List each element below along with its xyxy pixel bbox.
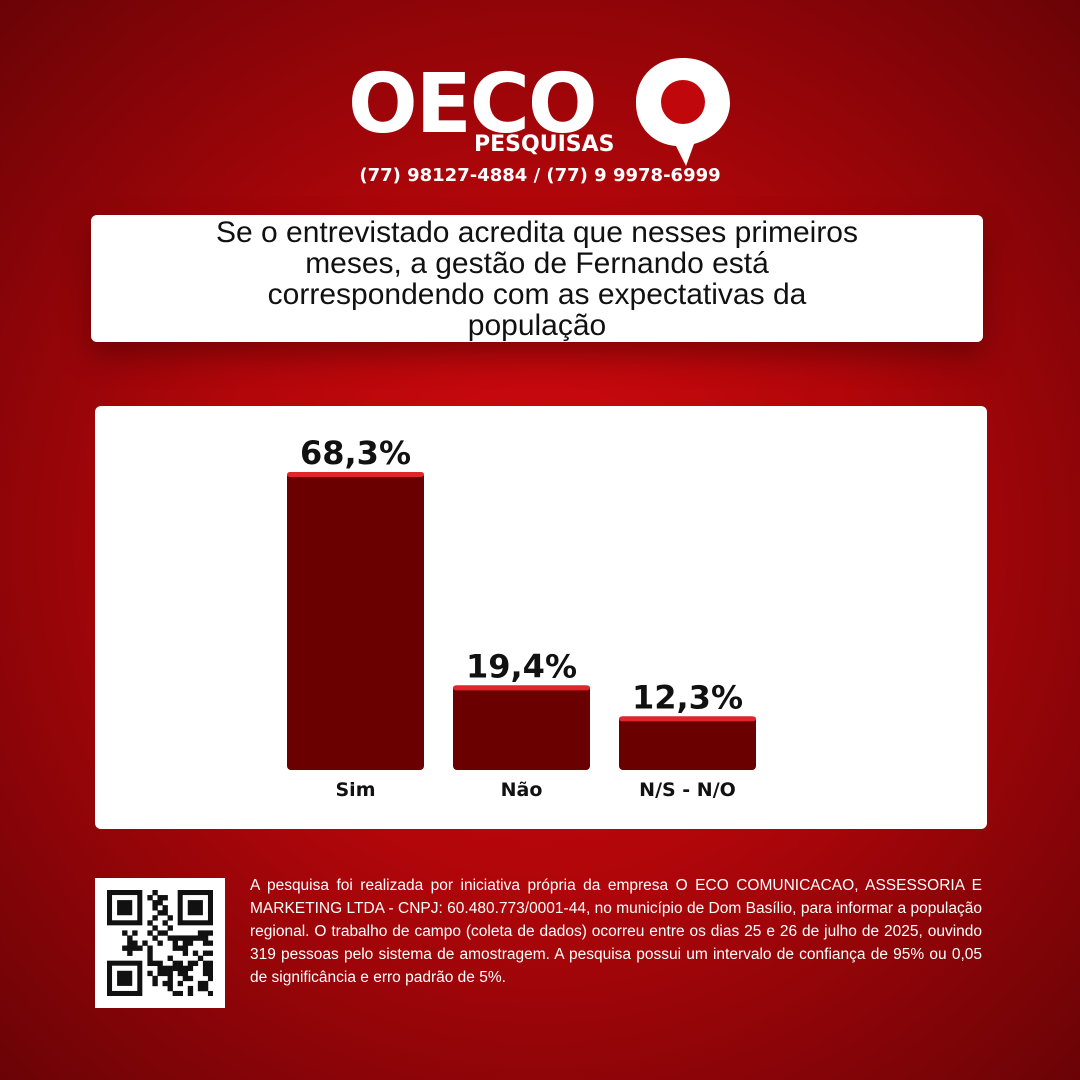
question-text: Se o entrevistado acredita que nesses pr…	[215, 215, 858, 342]
logo-wordmark: OECO	[348, 57, 598, 152]
bar-chart: 68,3% Sim 19,4% Não 12,3% N/S - N/O	[287, 434, 756, 801]
bar-value-label: 19,4%	[466, 647, 577, 685]
bar-value-label: 12,3%	[632, 678, 743, 716]
brand-logo: OECO PESQUISAS	[0, 50, 1080, 200]
bar	[453, 685, 590, 770]
phone-numbers: (77) 98127-4884 / (77) 9 9978-6999	[359, 165, 721, 186]
bar-group: 68,3% Sim	[287, 434, 424, 801]
bar-value-label: 68,3%	[300, 434, 411, 472]
question-box: Se o entrevistado acredita que nesses pr…	[91, 215, 983, 342]
disclaimer-text: A pesquisa foi realizada por iniciativa …	[250, 877, 982, 986]
bar	[619, 716, 756, 770]
qr-code	[95, 878, 225, 1008]
speech-bubble-icon	[636, 58, 730, 166]
logo-subtitle: PESQUISAS	[474, 132, 615, 157]
category-label: Sim	[336, 779, 376, 801]
bar-top-highlight	[287, 472, 424, 477]
bar-top-highlight	[453, 685, 590, 691]
bar-group: 12,3% N/S - N/O	[619, 678, 756, 801]
bar-group: 19,4% Não	[453, 647, 590, 801]
category-label: Não	[501, 779, 543, 801]
bar-top-highlight	[619, 716, 756, 722]
chart-panel: 68,3% Sim 19,4% Não 12,3% N/S - N/O	[95, 406, 987, 829]
qr-code-icon	[107, 890, 213, 996]
footer: A pesquisa foi realizada por iniciativa …	[95, 877, 985, 1013]
category-label: N/S - N/O	[639, 779, 736, 801]
bar	[287, 472, 424, 770]
